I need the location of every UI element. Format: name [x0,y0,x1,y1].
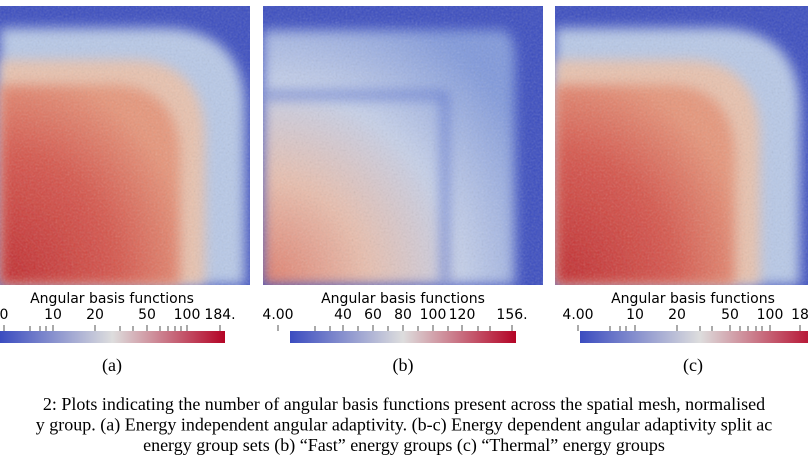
tick-label: 0 [0,307,8,323]
heatmap-c [555,6,808,285]
colorbar-title: Angular basis functions [321,291,485,307]
colorbar-title: Angular basis functions [611,291,775,307]
tick-label: 50 [721,307,739,323]
tick-label: 184. [204,307,235,323]
tick-label: 4.00 [562,307,593,323]
tick-label: 10 [44,307,62,323]
tick-label: 50 [138,307,156,323]
tick-label: 100 [420,307,447,323]
tick-label: 40 [334,307,352,323]
tick-label: 100 [757,307,784,323]
tick-label: 18 [791,307,808,323]
tick-label: 20 [668,307,686,323]
tick-label: 20 [86,307,104,323]
caption-line: 2: Plots indicating the number of angula… [43,394,765,414]
colorbar [0,331,225,343]
panel-label: (a) [102,355,122,376]
tick-label: 120 [449,307,476,323]
colorbar-title: Angular basis functions [30,291,194,307]
tick-label: 80 [394,307,412,323]
tick-label: 4.00 [262,307,293,323]
panel-label: (b) [393,355,414,376]
heatmap-b [263,6,543,285]
tick-label: 100 [174,307,201,323]
panel-label: (c) [683,355,703,376]
tick-label: 60 [364,307,382,323]
colorbar [290,331,516,343]
caption-line: y group. (a) Energy independent angular … [36,415,772,436]
caption-line: energy group sets (b) “Fast” energy grou… [143,435,665,455]
tick-label: 10 [626,307,644,323]
colorbar [580,331,808,343]
heatmap-a [0,6,250,285]
tick-label: 156. [496,307,527,323]
